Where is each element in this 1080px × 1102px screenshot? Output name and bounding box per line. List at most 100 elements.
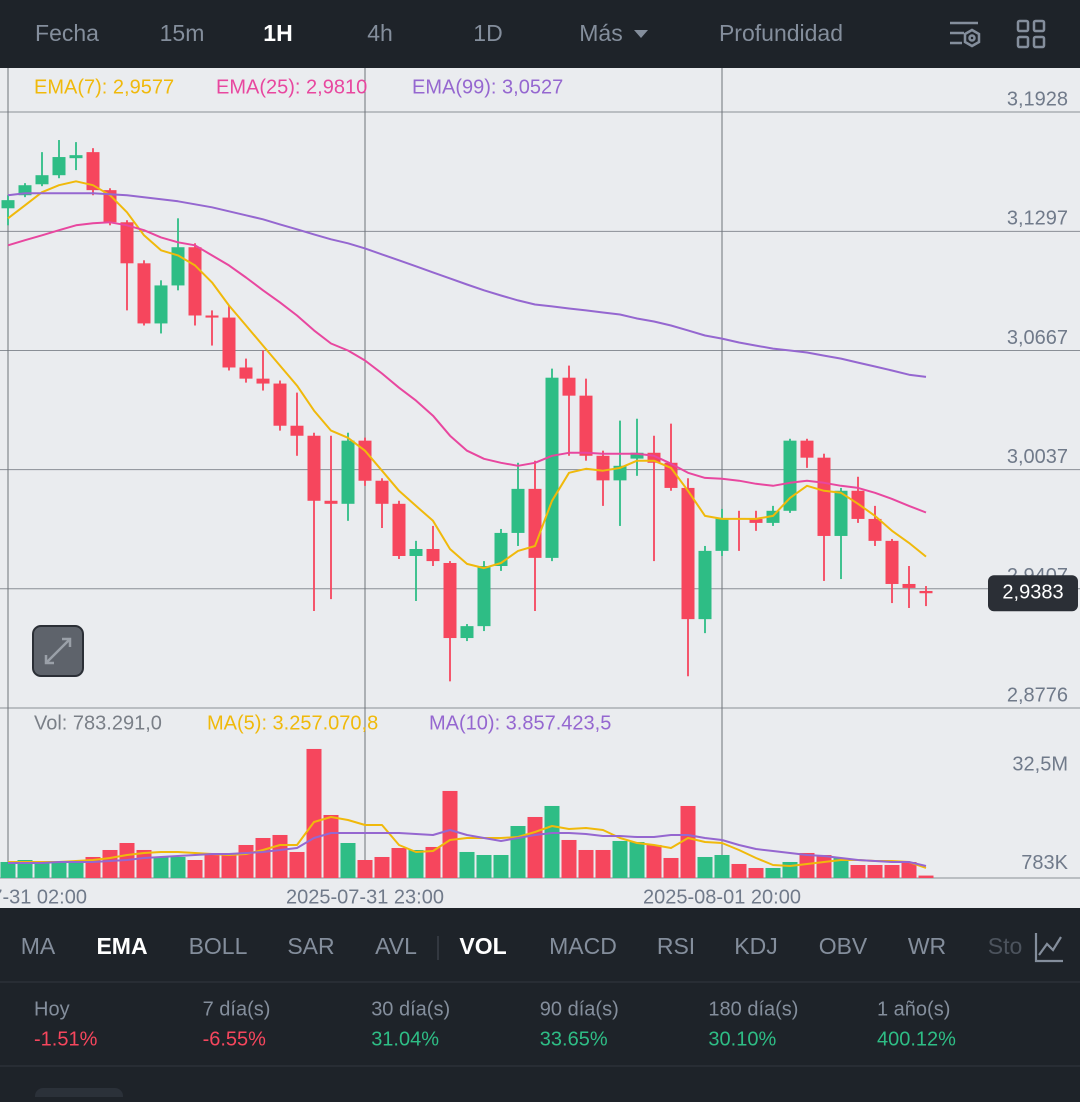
volume-bar xyxy=(391,848,407,878)
volume-bar xyxy=(493,854,509,878)
x-tick-label: 2025-07-31 23:00 xyxy=(286,886,444,908)
indicator-tab[interactable]: VOL xyxy=(459,933,506,959)
candle-body xyxy=(647,452,661,463)
candle-body xyxy=(154,285,168,324)
period-label: 7 día(s) xyxy=(203,998,271,1020)
indicator-tab[interactable]: MACD xyxy=(549,933,617,959)
volume-bar xyxy=(510,825,526,878)
y-tick-label: 3,0037 xyxy=(1007,446,1068,468)
candle-body xyxy=(477,566,491,627)
x-tick-label: 2025-07-31 02:00 xyxy=(0,886,87,908)
candle-body xyxy=(69,155,83,159)
volume-bar xyxy=(255,837,271,878)
volume-bar xyxy=(816,854,832,878)
candle-body xyxy=(307,435,321,501)
indicator-tab[interactable]: Sto xyxy=(988,933,1023,959)
candle-body xyxy=(426,548,440,562)
tab[interactable]: 4h xyxy=(367,20,393,46)
candle-body xyxy=(256,378,270,384)
indicator-tab[interactable]: BOLL xyxy=(189,933,248,959)
legend-entry: EMA(99): 3,0527 xyxy=(412,76,563,98)
indicator-tab[interactable]: EMA xyxy=(96,933,147,959)
volume-bar xyxy=(102,849,118,878)
volume-bar xyxy=(17,860,33,878)
expand-button[interactable] xyxy=(32,625,84,677)
indicator-tab[interactable]: AVL xyxy=(375,933,417,959)
candle-body xyxy=(18,185,32,196)
volume-bar xyxy=(918,875,934,878)
volume-bar xyxy=(629,842,645,878)
candle-body xyxy=(698,550,712,620)
candle-body xyxy=(902,583,916,588)
dropdown-arrow xyxy=(634,30,648,38)
period-label: 90 día(s) xyxy=(540,998,619,1020)
volume-bar xyxy=(68,861,84,878)
volume-bar xyxy=(612,840,628,878)
volume-bar xyxy=(425,846,441,878)
volume-bar xyxy=(867,865,883,878)
tab[interactable]: 1D xyxy=(473,20,502,46)
volume-bar xyxy=(340,842,356,878)
candle-body xyxy=(715,517,729,551)
period-label: Hoy xyxy=(34,998,70,1020)
candle-body xyxy=(222,317,236,368)
y-tick-label: 32,5M xyxy=(1012,753,1068,775)
settings-icon[interactable] xyxy=(950,21,981,48)
legend-entry: EMA(25): 2,9810 xyxy=(216,76,367,98)
candle-body xyxy=(834,490,848,536)
volume-bar xyxy=(442,790,458,878)
candle-body xyxy=(239,367,253,379)
volume-bar xyxy=(51,861,67,878)
indicator-tab[interactable]: KDJ xyxy=(734,933,777,959)
chart-area xyxy=(0,68,1080,908)
indicator-settings-icon[interactable] xyxy=(1034,933,1063,963)
candle-body xyxy=(290,425,304,436)
tab[interactable]: Más xyxy=(579,20,622,46)
performance: Hoy -1.51% 7 día(s) -6.55% 30 día(s) 31.04% 90… xyxy=(34,998,956,1050)
volume-panel xyxy=(0,748,934,878)
volume-bar xyxy=(238,844,254,878)
volume-bar xyxy=(833,857,849,878)
volume-bar xyxy=(408,849,424,878)
candle-body xyxy=(1,200,15,209)
period-change: 30.10% xyxy=(708,1028,776,1050)
indicator-tab[interactable]: MA xyxy=(21,933,56,959)
volume-bar xyxy=(748,867,764,878)
tab[interactable]: Fecha xyxy=(35,20,99,46)
volume-bar xyxy=(34,861,50,878)
indicator-line xyxy=(7,221,927,514)
volume-bar xyxy=(187,860,203,878)
candle-body xyxy=(137,263,151,324)
y-tick-label: 3,1297 xyxy=(1007,208,1068,230)
volume-bar xyxy=(459,851,475,878)
layout-icon[interactable] xyxy=(1016,19,1046,49)
indicator-line xyxy=(7,192,927,378)
candle-body xyxy=(205,315,219,318)
indicator-tab[interactable]: SAR xyxy=(287,933,334,959)
volume-bar xyxy=(850,865,866,878)
tab[interactable]: 15m xyxy=(160,20,205,46)
tab[interactable]: 1H xyxy=(263,20,292,46)
candle-body xyxy=(596,455,610,481)
indicator-tabs: MA EMA BOLL SAR AVL VOL MACD RSI KDJ OBV WR Sto xyxy=(21,933,1023,959)
indicator-line xyxy=(7,180,927,570)
candle-body xyxy=(375,480,389,504)
volume-bar xyxy=(272,834,288,878)
indicator-tab[interactable]: OBV xyxy=(819,933,868,959)
candle-body xyxy=(528,488,542,558)
tab[interactable]: Profundidad xyxy=(719,20,843,46)
volume-bar xyxy=(476,854,492,878)
candle-body xyxy=(783,440,797,511)
volume-bar xyxy=(527,816,543,878)
indicator-tab[interactable]: WR xyxy=(908,933,946,959)
indicator-line xyxy=(8,829,927,867)
volume-bar xyxy=(731,863,747,878)
period-change: 400.12% xyxy=(877,1028,956,1050)
candle-body xyxy=(341,440,355,504)
indicator-tab[interactable]: RSI xyxy=(657,933,695,959)
x-tick-label: 2025-08-01 20:00 xyxy=(643,886,801,908)
volume-bar xyxy=(680,805,696,878)
volume-bar xyxy=(221,854,237,878)
y-tick-label: 3,1928 xyxy=(1007,88,1068,110)
